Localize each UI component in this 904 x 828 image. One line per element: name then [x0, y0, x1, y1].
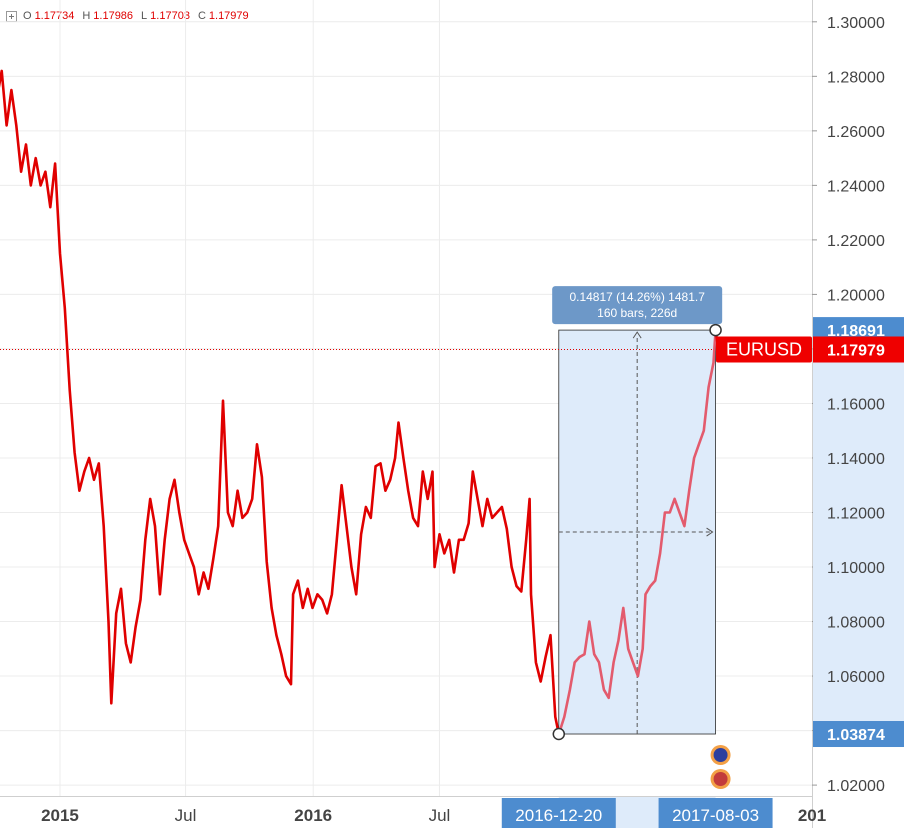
expand-legend-icon[interactable] [6, 10, 17, 22]
close-value: 1.17979 [208, 10, 249, 22]
low-label: L [141, 10, 148, 22]
time-axis-label: Jul [175, 806, 197, 825]
measure-arrow-up-icon [632, 331, 642, 339]
high-value: 1.17986 [93, 10, 134, 22]
time-axis-label: Jul [429, 806, 451, 825]
measure-end-price-badge-text: 1.18691 [827, 323, 885, 340]
eu-event-icon[interactable] [710, 745, 731, 765]
measure-end-date-badge: 2017-08-03 [658, 798, 773, 828]
price-axis-label: 1.22000 [827, 233, 885, 250]
price-axis-label: 1.26000 [827, 124, 885, 141]
economic-events[interactable] [710, 745, 731, 789]
measure-label-line1: 0.14817 (14.26%) 1481.7 [569, 290, 705, 304]
price-axis-label: 1.28000 [827, 69, 885, 86]
ohlc-legend: O 1.17734 H 1.17986 L 1.17703 C 1.17979 [6, 10, 257, 22]
measure-arrow-right-icon [706, 527, 714, 537]
measure-start-price-badge-box [813, 721, 904, 748]
time-axis-label: 201 [798, 806, 826, 825]
time-axis-label: 2016 [294, 806, 332, 825]
measure-start-price-badge: 1.03874 [813, 721, 904, 748]
price-line [0, 69, 561, 735]
measure-start-handle[interactable] [552, 727, 566, 741]
price-axis-label: 1.16000 [827, 396, 885, 413]
price-axis-label: 1.02000 [827, 778, 885, 795]
low-value: 1.17703 [150, 10, 190, 22]
eu-event-icon-flag [713, 748, 728, 762]
measure-end-handle[interactable] [709, 323, 722, 337]
measure-label-line2: 160 bars, 226d [597, 306, 677, 320]
symbol-tag: EURUSD [716, 336, 812, 363]
measure-start-date-badge-box [501, 798, 616, 828]
high-label: H [82, 10, 91, 22]
symbol-tag-text: EURUSD [726, 340, 802, 360]
current-price-badge: 1.17979 [813, 336, 904, 363]
open-value: 1.17734 [34, 10, 75, 22]
measure-start-date-badge-text: 2016-12-20 [515, 806, 602, 825]
price-axis-label: 1.30000 [827, 15, 885, 32]
current-price-badge-text: 1.17979 [827, 343, 885, 360]
measure-start-date-badge: 2016-12-20 [501, 798, 616, 828]
price-axis-label: 1.08000 [827, 615, 885, 632]
price-line-measured [557, 330, 717, 735]
price-axis-label: 1.14000 [827, 451, 885, 468]
current-price-badge-box [813, 336, 904, 363]
open-label: O [23, 10, 32, 22]
close-label: C [197, 10, 206, 22]
measure-label-box [552, 286, 723, 325]
price-axis-label: 1.06000 [827, 669, 885, 686]
measure-tool[interactable] [558, 329, 716, 735]
time-axis-label: 2015 [41, 806, 79, 825]
us-event-icon[interactable] [710, 769, 731, 789]
measure-end-date-badge-text: 2017-08-03 [672, 806, 759, 825]
price-axis-label: 1.20000 [827, 287, 885, 304]
price-axis-label: 1.24000 [827, 178, 885, 195]
price-axis-measure-range [813, 330, 904, 735]
measure-start-price-badge-text: 1.03874 [827, 727, 885, 744]
measure-label: 0.14817 (14.26%) 1481.7 160 bars, 226d [552, 286, 723, 325]
us-event-icon-flag [713, 772, 728, 786]
measure-end-date-badge-box [658, 798, 773, 828]
price-axis-label: 1.12000 [827, 505, 885, 522]
symbol-tag-box [716, 336, 812, 363]
price-axis-label: 1.10000 [827, 560, 885, 577]
